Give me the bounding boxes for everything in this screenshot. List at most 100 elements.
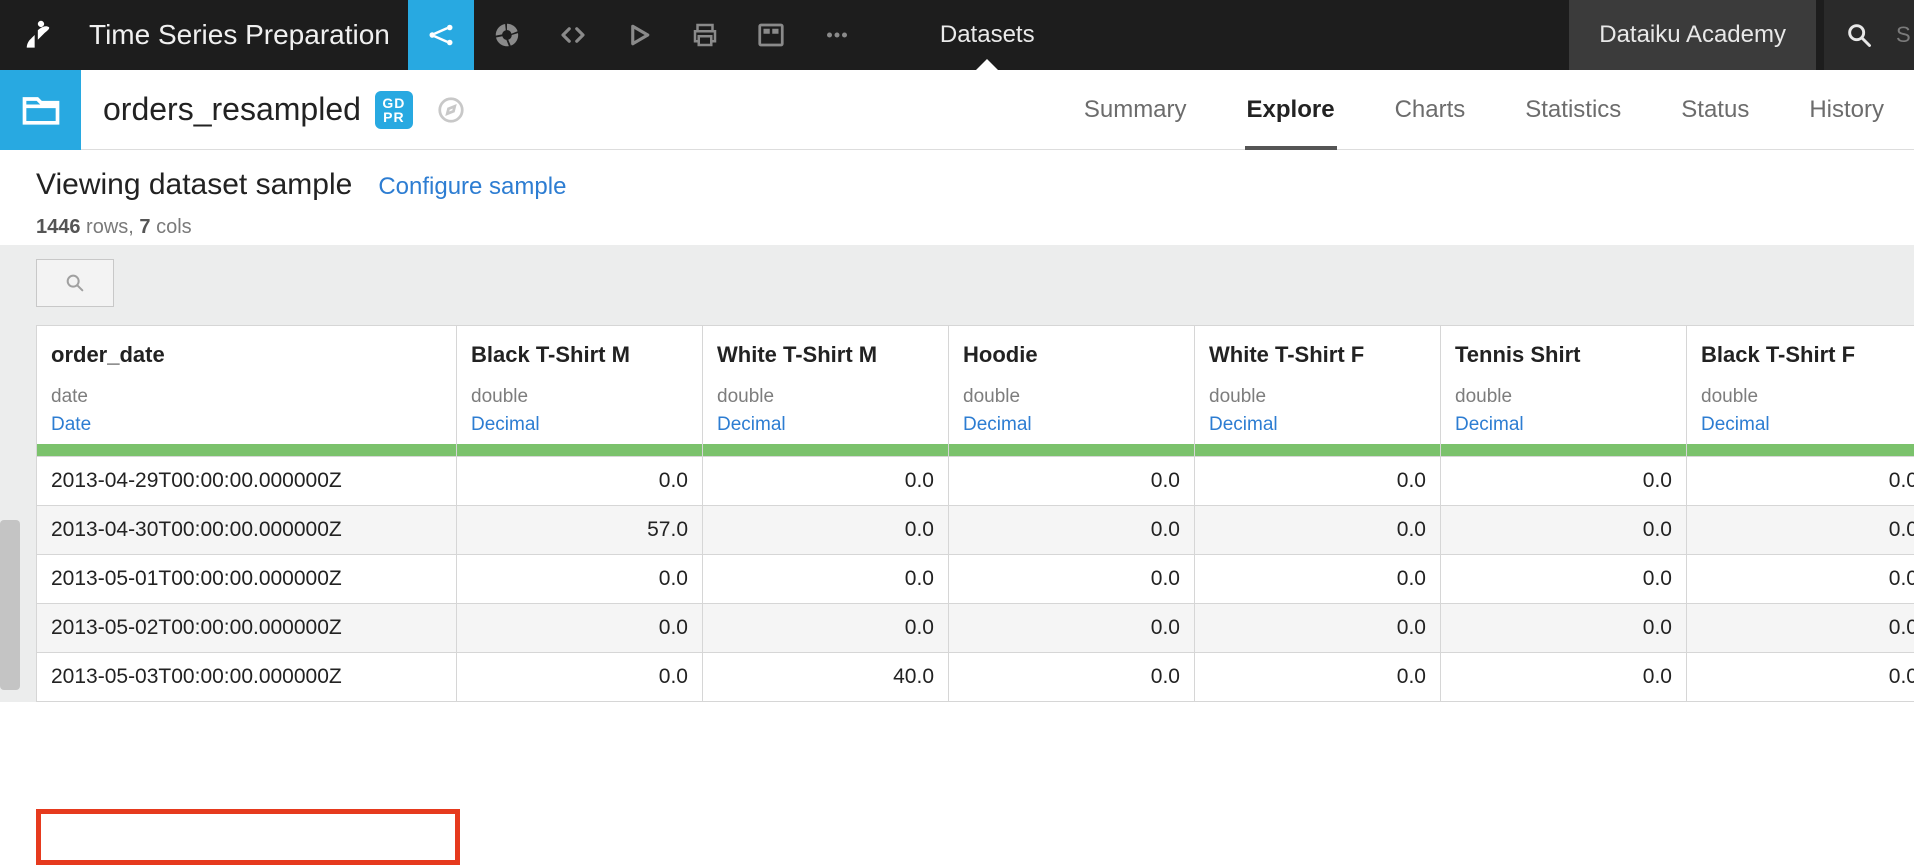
more-icon[interactable] xyxy=(804,0,870,70)
table-cell[interactable]: 0.0 xyxy=(703,604,949,653)
column-name: Black T-Shirt F xyxy=(1701,342,1914,368)
column-meaning[interactable]: Decimal xyxy=(717,414,934,436)
table-cell[interactable]: 0.0 xyxy=(949,555,1195,604)
tab-history[interactable]: History xyxy=(1779,70,1914,150)
table-cell[interactable]: 2013-04-30T00:00:00.000000Z xyxy=(37,506,457,555)
sample-info: Viewing dataset sample Configure sample … xyxy=(0,150,1914,245)
dashboard-icon[interactable] xyxy=(738,0,804,70)
table-cell[interactable]: 2013-05-03T00:00:00.000000Z xyxy=(37,653,457,702)
column-meaning[interactable]: Decimal xyxy=(1209,414,1426,436)
table-cell[interactable]: 0.0 xyxy=(949,457,1195,506)
gdpr-badge[interactable]: GD PR xyxy=(375,91,413,129)
table-cell[interactable]: 0.0 xyxy=(457,604,703,653)
global-search-icon[interactable] xyxy=(1824,0,1894,70)
column-meaning[interactable]: Date xyxy=(51,414,442,436)
code-icon[interactable] xyxy=(540,0,606,70)
tab-charts[interactable]: Charts xyxy=(1365,70,1496,150)
play-icon[interactable] xyxy=(606,0,672,70)
table-cell[interactable]: 0.0 xyxy=(1687,555,1914,604)
dataset-name[interactable]: orders_resampled xyxy=(81,91,375,128)
table-cell[interactable]: 0.0 xyxy=(1441,457,1687,506)
column-name: White T-Shirt F xyxy=(1209,342,1426,368)
column-storage-type: date xyxy=(51,386,442,408)
column-filter-button[interactable] xyxy=(36,259,114,307)
table-cell[interactable]: 0.0 xyxy=(949,653,1195,702)
dataiku-logo[interactable] xyxy=(0,0,81,70)
column-validity-bar xyxy=(703,444,948,456)
top-bar: Time Series Preparation Datasets Dataiku… xyxy=(0,0,1914,70)
table-cell[interactable]: 0.0 xyxy=(1441,653,1687,702)
column-validity-bar xyxy=(1441,444,1686,456)
table-cell[interactable]: 0.0 xyxy=(703,457,949,506)
column-header[interactable]: Black T-Shirt MdoubleDecimal xyxy=(457,326,703,457)
table-cell[interactable]: 0.0 xyxy=(1441,555,1687,604)
academy-button[interactable]: Dataiku Academy xyxy=(1569,0,1816,70)
table-cell[interactable]: 0.0 xyxy=(457,653,703,702)
table-row[interactable]: 2013-05-02T00:00:00.000000Z0.00.00.00.00… xyxy=(37,604,1914,653)
column-meaning[interactable]: Decimal xyxy=(471,414,688,436)
table-cell[interactable]: 0.0 xyxy=(703,555,949,604)
table-header-row: order_datedateDateBlack T-Shirt MdoubleD… xyxy=(37,326,1914,457)
column-storage-type: double xyxy=(1701,386,1914,408)
table-cell[interactable]: 0.0 xyxy=(949,604,1195,653)
column-header[interactable]: White T-Shirt M double Decimal xyxy=(703,326,949,457)
column-name: Tennis Shirt xyxy=(1455,342,1672,368)
table-cell[interactable]: 0.0 xyxy=(1195,555,1441,604)
compass-icon[interactable] xyxy=(433,92,469,128)
tab-summary[interactable]: Summary xyxy=(1054,70,1217,150)
top-tab-datasets[interactable]: Datasets xyxy=(920,0,1055,70)
column-header[interactable]: White T-Shirt FdoubleDecimal xyxy=(1195,326,1441,457)
column-meaning[interactable]: Decimal xyxy=(1455,414,1672,436)
column-meaning[interactable]: Decimal xyxy=(963,414,1180,436)
table-cell[interactable]: 2013-05-01T00:00:00.000000Z xyxy=(37,555,457,604)
row-count: 1446 xyxy=(36,216,81,238)
table-cell[interactable]: 0.0 xyxy=(1687,457,1914,506)
column-header[interactable]: Tennis ShirtdoubleDecimal xyxy=(1441,326,1687,457)
table-cell[interactable]: 0.0 xyxy=(457,555,703,604)
table-cell[interactable]: 0.0 xyxy=(1687,604,1914,653)
column-name: White T-Shirt M xyxy=(717,342,934,368)
circle-segments-icon[interactable] xyxy=(474,0,540,70)
top-center: Datasets xyxy=(870,0,1569,70)
project-title[interactable]: Time Series Preparation xyxy=(81,19,408,51)
column-meaning[interactable]: Decimal xyxy=(1701,414,1914,436)
table-cell[interactable]: 0.0 xyxy=(1195,604,1441,653)
table-cell[interactable]: 2013-04-29T00:00:00.000000Z xyxy=(37,457,457,506)
configure-sample-link[interactable]: Configure sample xyxy=(378,173,566,201)
table-row[interactable]: 2013-05-01T00:00:00.000000Z0.00.00.00.00… xyxy=(37,555,1914,604)
table-row[interactable]: 2013-04-29T00:00:00.000000Z0.00.00.00.00… xyxy=(37,457,1914,506)
column-storage-type: double xyxy=(717,386,934,408)
table-cell[interactable]: 0.0 xyxy=(1195,653,1441,702)
dataset-tabs: Summary Explore Charts Statistics Status… xyxy=(1054,70,1914,150)
table-cell[interactable]: 2013-05-02T00:00:00.000000Z xyxy=(37,604,457,653)
column-validity-bar xyxy=(1195,444,1440,456)
table-row[interactable]: 2013-04-30T00:00:00.000000Z57.00.00.00.0… xyxy=(37,506,1914,555)
global-search-placeholder[interactable]: S xyxy=(1894,0,1914,70)
table-cell[interactable]: 0.0 xyxy=(1687,506,1914,555)
table-cell[interactable]: 0.0 xyxy=(703,506,949,555)
table-cell[interactable]: 0.0 xyxy=(949,506,1195,555)
column-header[interactable]: order_datedateDate xyxy=(37,326,457,457)
table-cell[interactable]: 0.0 xyxy=(1441,506,1687,555)
tab-explore[interactable]: Explore xyxy=(1217,70,1365,150)
column-storage-type: double xyxy=(471,386,688,408)
table-row[interactable]: 2013-05-03T00:00:00.000000Z0.040.00.00.0… xyxy=(37,653,1914,702)
dataset-folder-icon[interactable] xyxy=(0,70,81,150)
table-cell[interactable]: 0.0 xyxy=(457,457,703,506)
print-icon[interactable] xyxy=(672,0,738,70)
table-cell[interactable]: 0.0 xyxy=(1441,604,1687,653)
table-cell[interactable]: 57.0 xyxy=(457,506,703,555)
left-scroll-indicator[interactable] xyxy=(0,520,20,690)
table-cell[interactable]: 0.0 xyxy=(1195,506,1441,555)
table-cell[interactable]: 0.0 xyxy=(1195,457,1441,506)
top-icon-bar xyxy=(408,0,870,70)
column-header[interactable]: HoodiedoubleDecimal xyxy=(949,326,1195,457)
tab-statistics[interactable]: Statistics xyxy=(1495,70,1651,150)
table-cell[interactable]: 0.0 xyxy=(1687,653,1914,702)
table-cell[interactable]: 40.0 xyxy=(703,653,949,702)
sample-title: Viewing dataset sample xyxy=(36,168,352,202)
tab-status[interactable]: Status xyxy=(1651,70,1779,150)
flow-icon[interactable] xyxy=(408,0,474,70)
column-header[interactable]: Black T-Shirt F double Decimal xyxy=(1687,326,1914,457)
col-count: 7 xyxy=(139,216,150,238)
